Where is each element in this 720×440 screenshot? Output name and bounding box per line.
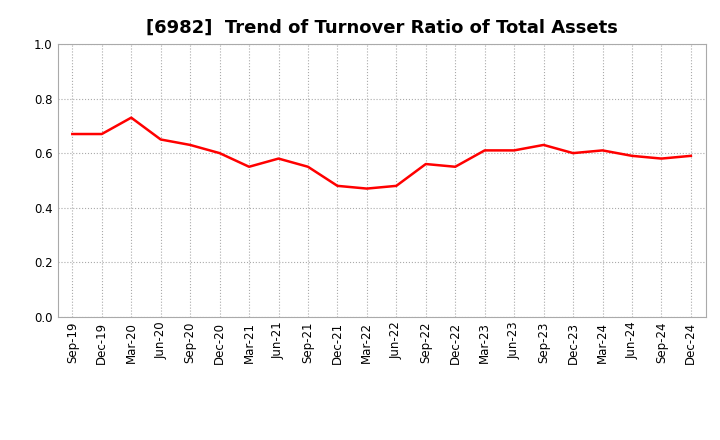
Title: [6982]  Trend of Turnover Ratio of Total Assets: [6982] Trend of Turnover Ratio of Total … (145, 19, 618, 37)
